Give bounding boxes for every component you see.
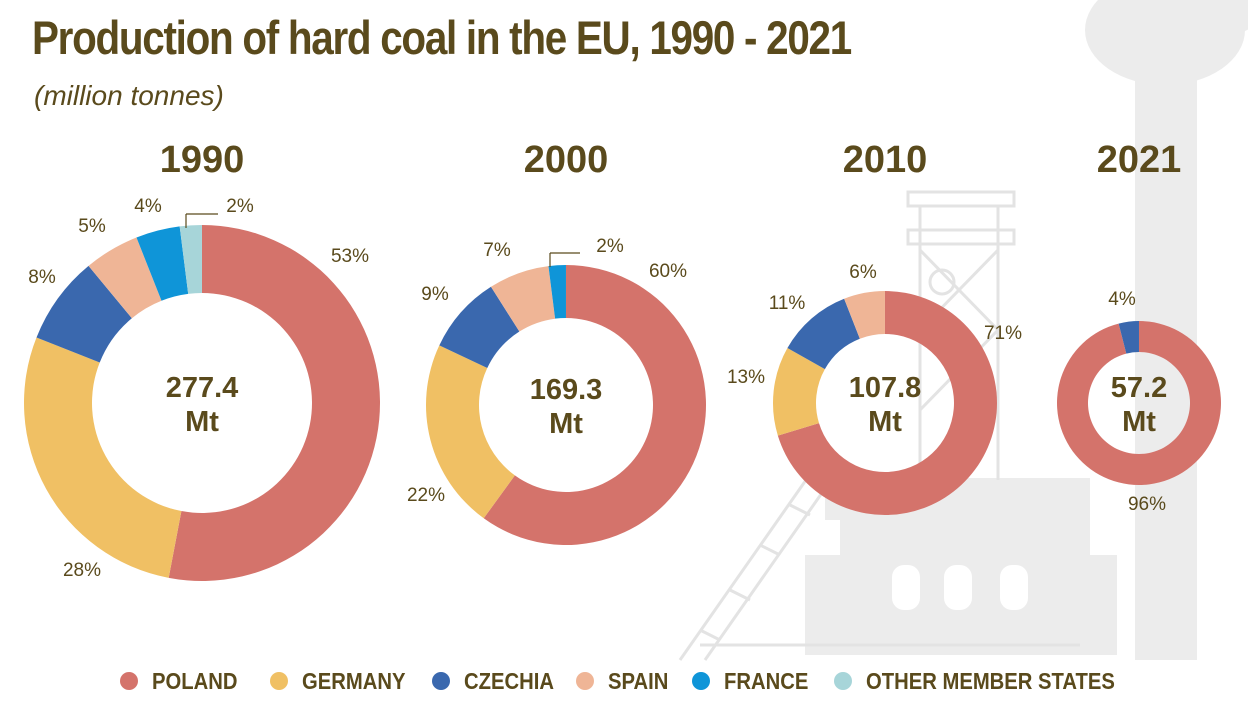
total-unit-2021: Mt: [1122, 406, 1156, 438]
chart-title: Production of hard coal in the EU, 1990 …: [32, 11, 852, 64]
slice-2000-germany: [425, 345, 515, 519]
total-value-2021: 57.2: [1111, 372, 1167, 404]
slice-2000-poland: [483, 265, 707, 545]
total-unit-2000: Mt: [549, 408, 583, 440]
year-label-2000: 2000: [524, 139, 609, 181]
pct-label-2021-poland: 96%: [1128, 494, 1166, 515]
pct-label-2010-poland: 71%: [984, 323, 1022, 344]
pct-label-2000-germany: 22%: [407, 485, 445, 506]
slice-2010-spain: [844, 291, 885, 339]
pct-label-1990-spain: 5%: [78, 216, 106, 237]
legend-item-czechia: CZECHIA: [432, 664, 566, 698]
legend-label-other: OTHER MEMBER STATES: [866, 667, 1115, 694]
pct-label-2000-france: 2%: [596, 236, 624, 257]
total-unit-1990: Mt: [185, 406, 219, 438]
slice-2021-poland: [1057, 321, 1221, 485]
slice-2021-czechia: [1118, 321, 1139, 354]
slice-2010-poland: [777, 291, 998, 515]
legend-swatch-czechia: [432, 672, 450, 690]
slice-2010-germany: [773, 348, 825, 436]
donut-chart-2000: 60% 22% 9% 7% 2% 2000 169.3Mt: [407, 139, 707, 545]
pct-label-2010-germany: 13%: [727, 367, 765, 388]
pct-label-1990-france: 4%: [134, 196, 162, 217]
legend-label-germany: GERMANY: [302, 667, 406, 694]
pct-label-1990-poland: 53%: [331, 246, 369, 267]
legend-swatch-france: [692, 672, 710, 690]
slice-2000-spain: [490, 266, 556, 332]
legend-swatch-germany: [270, 672, 288, 690]
donut-chart-2021: 96% 4% 2021 57.2Mt: [1057, 139, 1221, 515]
slice-1990-france: [136, 226, 189, 301]
chart-subtitle: (million tonnes): [34, 80, 224, 111]
slice-2000-france: [548, 265, 566, 319]
legend-swatch-other: [834, 672, 852, 690]
pct-label-2000-czechia: 9%: [421, 284, 449, 305]
legend-label-czechia: CZECHIA: [464, 667, 554, 694]
legend-item-germany: GERMANY: [270, 664, 420, 698]
pct-label-2010-czechia: 11%: [769, 293, 806, 314]
legend-item-france: FRANCE: [692, 664, 820, 698]
pct-label-2010-spain: 6%: [849, 262, 877, 283]
headframe-tower-shape: [906, 190, 1016, 208]
total-value-1990: 277.4: [166, 372, 239, 404]
legend-item-spain: SPAIN: [576, 664, 677, 698]
donut-chart-1990: 53% 28% 8% 5% 4% 2% 1990 277.4Mt: [24, 139, 380, 582]
donut-chart-2010: 71% 13% 11% 6% 2010 107.8Mt: [727, 139, 1022, 515]
year-label-2010: 2010: [843, 139, 928, 181]
slice-1990-czechia: [36, 265, 132, 363]
pct-label-1990-other: 2%: [226, 196, 254, 217]
slice-1990-poland: [168, 225, 380, 582]
legend-swatch-poland: [120, 672, 138, 690]
slice-1990-spain: [88, 237, 162, 319]
slice-2000-czechia: [439, 286, 520, 368]
year-label-1990: 1990: [160, 139, 245, 181]
total-value-2010: 107.8: [849, 372, 922, 404]
legend-label-spain: SPAIN: [608, 667, 669, 694]
slice-1990-other: [179, 225, 202, 294]
legend-label-poland: POLAND: [152, 667, 238, 694]
total-unit-2010: Mt: [868, 406, 902, 438]
pct-label-2000-spain: 7%: [483, 240, 511, 261]
pct-label-2021-czechia: 4%: [1108, 289, 1136, 310]
legend-item-poland: POLAND: [120, 664, 249, 698]
pct-label-2000-poland: 60%: [649, 261, 687, 282]
pct-label-1990-germany: 28%: [63, 560, 101, 581]
legend-item-other: OTHER MEMBER STATES: [834, 664, 1149, 698]
year-label-2021: 2021: [1097, 139, 1182, 181]
pct-label-1990-czechia: 8%: [28, 267, 56, 288]
slice-2010-czechia: [787, 298, 860, 370]
legend-label-france: FRANCE: [724, 667, 809, 694]
total-value-2000: 169.3: [530, 374, 603, 406]
slice-1990-germany: [24, 337, 182, 578]
legend: POLAND GERMANY CZECHIA SPAIN FRANCE OTHE…: [0, 664, 1248, 698]
legend-swatch-spain: [576, 672, 594, 690]
